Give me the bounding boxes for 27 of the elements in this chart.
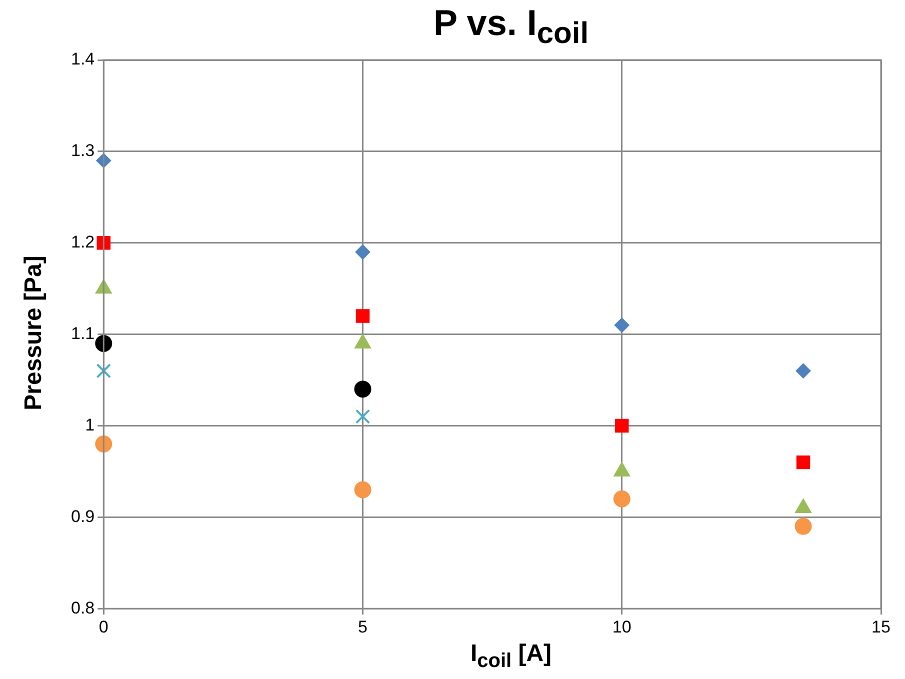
point xyxy=(615,418,629,433)
x-tick-label: 10 xyxy=(612,617,632,636)
y-tick-label: 1.4 xyxy=(70,50,95,69)
point xyxy=(354,380,372,398)
y-tick-label: 1.3 xyxy=(70,141,95,160)
point xyxy=(356,309,370,323)
y-tick-label: 1 xyxy=(85,415,95,434)
point xyxy=(794,518,812,535)
x-tick-label: 15 xyxy=(872,617,890,636)
y-tick-label: 0.8 xyxy=(70,598,95,618)
y-tick-label: 1.1 xyxy=(70,324,95,343)
point xyxy=(354,481,372,498)
point xyxy=(613,490,630,508)
x-axis-title: I$_{coil}$ [A] xyxy=(469,640,553,673)
point xyxy=(355,409,370,424)
x-tick-label: 5 xyxy=(358,617,368,636)
point xyxy=(796,455,810,470)
point xyxy=(355,244,370,260)
point xyxy=(96,236,110,250)
point xyxy=(96,364,111,378)
x-tick-label: 0 xyxy=(98,617,108,636)
y-axis-title: Pressure [Pa] xyxy=(20,256,48,410)
point xyxy=(796,363,811,378)
point xyxy=(614,318,630,333)
y-tick-label: 1.2 xyxy=(70,232,95,252)
y-tick-label: 0.9 xyxy=(70,506,95,526)
chart-title: P vs. I$_{coil}$ xyxy=(432,2,590,52)
